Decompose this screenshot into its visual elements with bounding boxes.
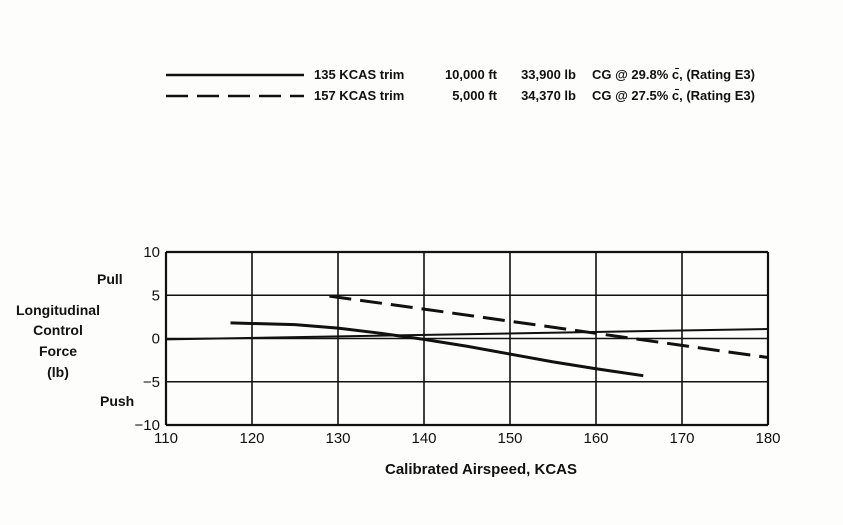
y-tick-labels: 10 5 0 −5 −10 <box>135 244 160 434</box>
series-lines <box>165 294 769 378</box>
y-axis-title: Longitudinal Control Force (lb) <box>16 302 100 380</box>
pull-label: Pull <box>97 271 123 287</box>
y-tick-label: −5 <box>143 374 160 391</box>
ylabel-line-2: Control <box>33 322 83 338</box>
reference-line <box>165 327 769 341</box>
legend-solid-weight: 33,900 lb <box>521 67 576 82</box>
legend-dashed-cg: CG @ 27.5% c̄, (Rating E3) <box>592 88 755 103</box>
x-tick-label: 150 <box>497 430 522 447</box>
y-tick-label: 10 <box>143 244 160 261</box>
ylabel-line-4: (lb) <box>47 364 69 380</box>
x-tick-label: 130 <box>325 430 350 447</box>
y-tick-label: −10 <box>135 417 160 434</box>
x-tick-label: 160 <box>583 430 608 447</box>
x-tick-labels: 110 120 130 140 150 160 170 180 <box>154 430 780 447</box>
x-tick-label: 120 <box>239 430 264 447</box>
series-line-157-kcas <box>329 294 769 360</box>
ylabel-line-1: Longitudinal <box>16 302 100 318</box>
y-tick-label: 0 <box>152 331 160 348</box>
x-tick-label: 170 <box>669 430 694 447</box>
push-label: Push <box>100 393 134 409</box>
x-axis-title: Calibrated Airspeed, KCAS <box>385 461 577 478</box>
legend-dashed-trim: 157 KCAS trim <box>314 88 404 103</box>
x-tick-label: 180 <box>755 430 780 447</box>
legend: 135 KCAS trim 10,000 ft 33,900 lb CG @ 2… <box>166 67 755 103</box>
series-line-135-kcas <box>230 321 644 378</box>
x-tick-label: 110 <box>154 430 178 447</box>
legend-solid-cg: CG @ 29.8% c̄, (Rating E3) <box>592 67 755 82</box>
legend-solid-altitude: 10,000 ft <box>445 67 498 82</box>
legend-dashed-altitude: 5,000 ft <box>452 88 497 103</box>
ylabel-line-3: Force <box>39 343 77 359</box>
legend-dashed-weight: 34,370 lb <box>521 88 576 103</box>
legend-solid-trim: 135 KCAS trim <box>314 67 404 82</box>
y-tick-label: 5 <box>152 287 160 304</box>
x-tick-label: 140 <box>411 430 436 447</box>
